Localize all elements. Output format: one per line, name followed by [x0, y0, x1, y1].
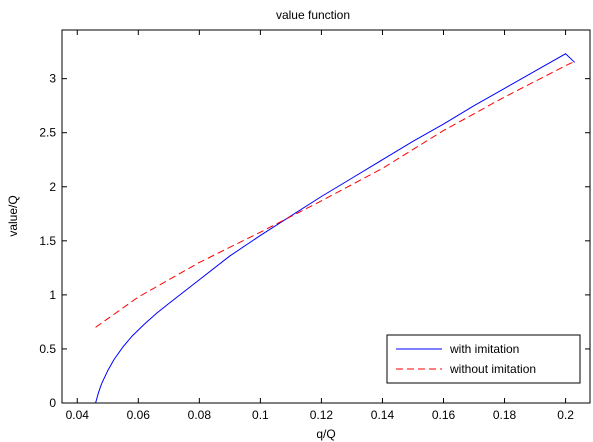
x-tick-label: 0.18	[493, 408, 517, 422]
y-tick-label: 3	[49, 72, 56, 86]
series-layer	[95, 53, 576, 404]
y-tick-label: 2.5	[39, 126, 56, 140]
chart-title: value function	[276, 8, 350, 22]
x-tick-label: 0.14	[371, 408, 395, 422]
legend: with imitation without imitation	[386, 334, 581, 384]
legend-label-without-imitation: without imitation	[449, 362, 536, 376]
x-tick-label: 0.08	[188, 408, 212, 422]
y-tick-label: 0	[49, 396, 56, 410]
legend-box	[386, 334, 581, 384]
y-tick-label: 0.5	[39, 342, 56, 356]
y-axis-label: value/Q	[6, 195, 20, 236]
x-tick-label: 0.1	[252, 408, 269, 422]
plot-border	[61, 29, 591, 404]
x-tick-label: 0.16	[432, 408, 456, 422]
y-tick-label: 1.5	[39, 234, 56, 248]
x-axis-label: q/Q	[316, 427, 335, 441]
x-tick-label: 0.06	[127, 408, 151, 422]
series-line-with-imitation	[95, 53, 576, 404]
legend-label-with-imitation: with imitation	[449, 342, 519, 356]
y-tick-label: 2	[49, 180, 56, 194]
y-tick-label: 1	[49, 288, 56, 302]
x-axis-ticks: 0.04 0.06 0.08 0.1 0.12 0.14 0.16 0.18 0.2	[66, 30, 574, 422]
x-tick-label: 0.12	[310, 408, 334, 422]
x-tick-label: 0.04	[66, 408, 90, 422]
x-tick-label: 0.2	[557, 408, 574, 422]
